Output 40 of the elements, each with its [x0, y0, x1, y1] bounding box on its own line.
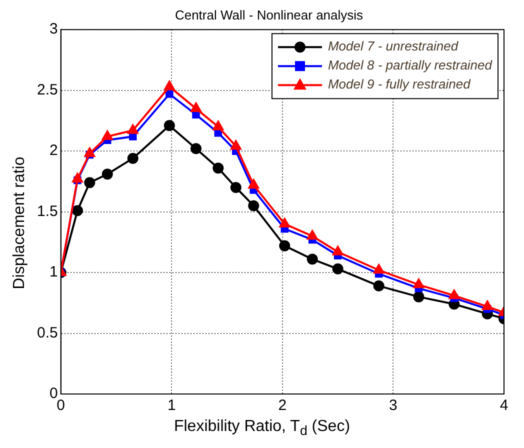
point [248, 178, 260, 189]
point [84, 177, 96, 188]
legend-label: Model 8 - partially restrained [328, 58, 493, 73]
y-tick-label: 2 [50, 142, 58, 160]
x-tick-label: 1 [167, 397, 176, 414]
point [190, 143, 202, 154]
point [72, 205, 83, 216]
legend-label: Model 7 - unrestrained [328, 38, 459, 54]
point [127, 152, 138, 164]
y-tick-label: 1.5 [36, 202, 58, 220]
y-tick-label: 0.5 [36, 324, 58, 342]
point [164, 120, 175, 132]
point [166, 90, 174, 98]
point [372, 263, 385, 274]
y-tick-label: 1 [50, 264, 58, 281]
y-tick-label: 3 [50, 20, 58, 38]
point [481, 300, 494, 310]
point [212, 162, 224, 174]
point [279, 240, 290, 252]
point [190, 102, 202, 112]
point [306, 229, 318, 240]
x-tick-label: 2 [278, 397, 287, 414]
point [412, 278, 425, 288]
y-axis-title: Displacement ratio [11, 156, 29, 290]
point [373, 280, 384, 292]
legend-label: Model 9 - fully restrained [328, 76, 472, 92]
y-tick-label: 2.5 [36, 81, 58, 98]
point [332, 263, 344, 274]
chart-title: Central Wall - Nonlinear analysis [174, 7, 364, 22]
x-tick-label: 3 [389, 397, 398, 414]
y-tick-label: 0 [50, 385, 58, 402]
point [230, 182, 242, 194]
point [306, 254, 318, 265]
x-axis-title: Flexibility Ratio, T$_{d}$ (Sec) [172, 418, 352, 438]
x-tick-label: 4 [500, 397, 508, 414]
point [71, 172, 84, 183]
point [448, 288, 460, 300]
point [102, 168, 113, 180]
point [413, 291, 424, 302]
point [248, 200, 260, 212]
